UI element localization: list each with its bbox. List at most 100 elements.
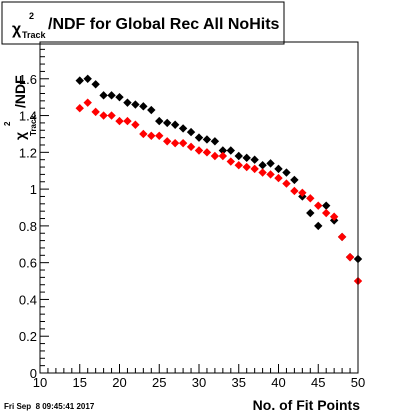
red-series-point <box>147 131 156 140</box>
red-series-point <box>322 208 331 218</box>
red-series-point <box>282 179 291 188</box>
red-series-point <box>290 186 299 196</box>
chart-title: /NDF for Global Rec All NoHits <box>48 16 280 33</box>
red-series-point <box>99 111 108 120</box>
black-series-point <box>170 120 180 129</box>
black-series-point <box>314 221 323 231</box>
black-series-point <box>274 164 283 174</box>
black-series-point <box>282 168 291 177</box>
red-series-point <box>250 164 259 174</box>
y-axis-label-subscript: Track <box>29 115 38 136</box>
x-axis: 10 15 20 25 30 35 40 45 50 <box>33 364 365 390</box>
red-series-point <box>178 138 188 148</box>
x-tick-label: 45 <box>311 375 325 390</box>
red-series-point <box>306 194 315 203</box>
y-tick-label: 1 <box>30 182 37 197</box>
red-series-point <box>186 142 196 152</box>
y-tick-label: 0.4 <box>19 292 37 307</box>
black-series-point <box>290 175 299 185</box>
black-series-point <box>178 124 188 133</box>
x-tick-label: 15 <box>73 375 87 390</box>
black-series-point <box>306 208 315 218</box>
black-series-point <box>147 105 156 115</box>
red-series-point <box>194 146 204 155</box>
x-tick-label: 25 <box>152 375 166 390</box>
title-chi: χ <box>12 21 22 38</box>
black-series-point <box>123 98 132 107</box>
red-series-point <box>115 116 124 126</box>
red-series-point <box>107 111 116 120</box>
y-axis: 0 0.2 0.4 0.6 0.8 1 1.2 1.4 1.6 <box>19 41 49 381</box>
black-series-point <box>242 153 251 163</box>
black-series-point <box>218 146 228 155</box>
black-series-point <box>99 91 108 100</box>
x-tick-label: 50 <box>351 375 365 390</box>
red-series-point <box>274 173 283 183</box>
red-series-point <box>163 137 172 146</box>
red-series-point <box>75 104 84 113</box>
black-series-point <box>226 146 235 155</box>
data-points <box>75 74 363 293</box>
red-series-point <box>202 148 212 157</box>
y-tick-label: 0.8 <box>19 219 37 234</box>
red-series-point <box>170 138 180 148</box>
black-series-point <box>75 76 84 85</box>
red-series-point <box>226 157 235 166</box>
red-series-point <box>345 252 355 262</box>
black-series-point <box>194 133 204 142</box>
black-series-point <box>91 80 100 89</box>
y-tick-label: 1.6 <box>19 72 37 87</box>
black-series-point <box>163 118 172 128</box>
black-series-point <box>210 137 220 146</box>
red-series-point <box>218 151 228 161</box>
black-series-point <box>139 102 148 111</box>
y-axis-label-superscript: 2 <box>3 121 12 126</box>
red-series-point <box>258 168 267 177</box>
red-series-point <box>91 107 100 117</box>
x-tick-label: 20 <box>112 375 126 390</box>
black-series-point <box>234 151 243 161</box>
red-series-point <box>314 201 323 210</box>
black-series-point <box>202 135 212 144</box>
y-tick-label: 0.2 <box>19 329 37 344</box>
y-tick-label: 1.4 <box>19 109 37 124</box>
black-series-point <box>115 92 124 102</box>
black-series-point <box>258 161 267 170</box>
black-series-point <box>107 91 116 100</box>
x-tick-label: 35 <box>232 375 246 390</box>
red-series-point <box>131 120 140 129</box>
red-series-point <box>298 188 307 197</box>
red-series-point <box>155 131 164 140</box>
black-series-point <box>266 159 275 168</box>
red-series-point <box>329 212 339 221</box>
red-series-point <box>210 151 220 161</box>
footer-date: Fri Sep 8 09:45:41 2017 <box>4 402 95 411</box>
black-series-point <box>250 155 259 164</box>
black-series-point <box>322 201 331 210</box>
black-series-point <box>155 116 164 126</box>
y-axis-label: /NDF <box>12 75 28 108</box>
red-series-point <box>123 116 132 126</box>
y-tick-label: 0 <box>30 366 37 381</box>
x-tick-label: 40 <box>271 375 285 390</box>
red-series-point <box>242 162 251 172</box>
red-series-point <box>83 98 92 107</box>
x-axis-label: No. of Fit Points <box>253 397 361 413</box>
red-series-point <box>234 161 243 170</box>
red-series-point <box>139 129 148 139</box>
plot-frame <box>39 41 359 374</box>
x-tick-label: 30 <box>192 375 206 390</box>
black-series-point <box>131 100 140 109</box>
y-axis-label-chi: χ <box>12 132 28 140</box>
title-box <box>1 1 285 45</box>
black-series-point <box>83 74 92 83</box>
x-tick-label: 10 <box>33 375 47 390</box>
black-series-point <box>186 127 196 137</box>
title-superscript: 2 <box>29 11 34 21</box>
red-series-point <box>266 170 275 179</box>
red-series-point <box>337 232 347 242</box>
y-tick-label: 1.2 <box>19 145 37 160</box>
y-tick-label: 0.6 <box>19 256 37 271</box>
title-subscript: Track <box>22 30 47 40</box>
